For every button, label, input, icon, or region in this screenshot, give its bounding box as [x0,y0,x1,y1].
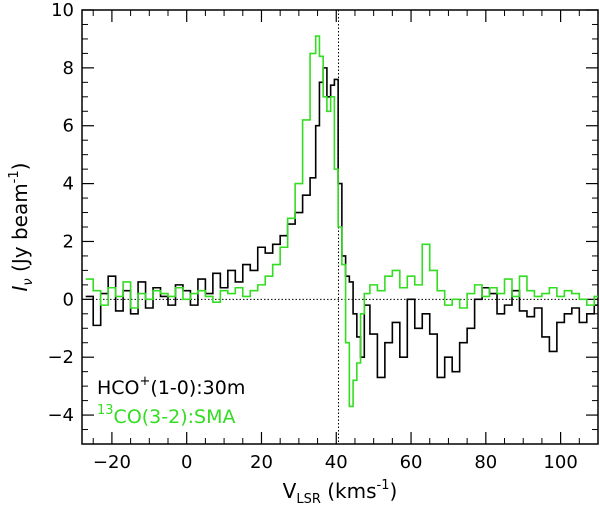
y-tick-label: −2 [47,347,74,368]
legend-entry-hco: HCO+(1-0):30m [97,374,245,399]
x-axis-label: VLSR (kms-1) [283,478,398,506]
y-tick-label: 2 [63,231,74,252]
y-tick-label: 8 [63,58,74,79]
x-tick-label: −20 [93,452,131,473]
y-tick-label: 10 [51,0,74,21]
y-tick-label: 0 [63,289,74,310]
hco-spectrum [85,67,598,379]
x-tick-label: 40 [325,452,348,473]
axis-ticks [82,9,599,445]
x-tick-label: 0 [181,452,192,473]
y-tick-label: 4 [63,174,74,195]
y-tick-label: 6 [63,116,74,137]
13co-spectrum [85,35,598,408]
x-tick-label: 100 [543,452,577,473]
y-axis-label: Iν (Jy beam-1) [7,163,36,292]
x-tick-label: 80 [474,452,497,473]
x-tick-label: 60 [400,452,423,473]
legend-entry-13co: 13CO(3-2):SMA [97,403,235,428]
x-tick-label: 20 [250,452,273,473]
series-group [85,35,598,408]
y-tick-label: −4 [47,405,74,426]
